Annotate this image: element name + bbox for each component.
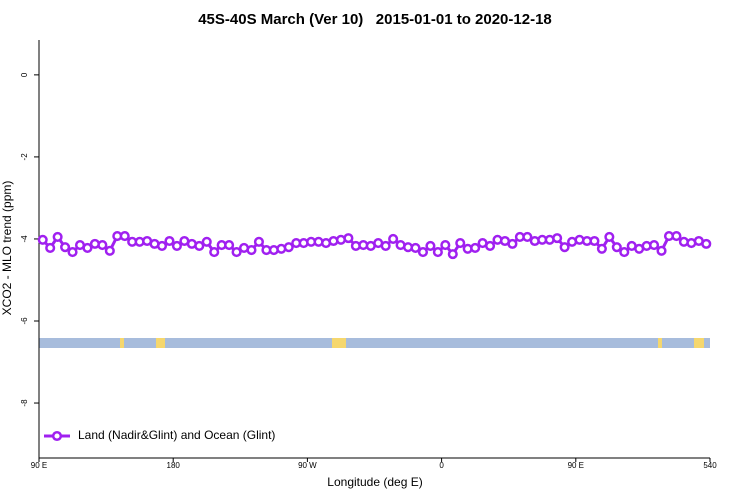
point	[455, 238, 466, 249]
x-tick-label: 540	[703, 461, 717, 470]
y-tick-label: 0	[20, 72, 29, 77]
point	[380, 240, 391, 251]
point	[432, 247, 443, 258]
point	[60, 242, 71, 253]
point	[611, 242, 622, 253]
land-band	[694, 338, 704, 348]
point	[656, 245, 667, 256]
x-tick-label: 0	[439, 461, 444, 470]
point	[253, 236, 264, 247]
x-axis-label: Longitude (deg E)	[327, 475, 422, 489]
point	[701, 238, 712, 249]
point	[283, 242, 294, 253]
legend-marker	[51, 430, 63, 442]
y-tick-label: -6	[20, 317, 29, 325]
y-tick-label: -8	[20, 399, 29, 407]
point	[37, 234, 48, 245]
point	[522, 231, 533, 242]
point	[231, 247, 242, 258]
point	[224, 240, 235, 251]
point	[470, 242, 481, 254]
point	[201, 236, 212, 247]
point	[559, 242, 570, 253]
point	[410, 242, 421, 254]
point	[649, 240, 660, 251]
ocean-band	[39, 338, 710, 348]
point	[45, 242, 56, 254]
land-band	[156, 338, 165, 348]
point	[440, 240, 451, 251]
point	[619, 247, 630, 258]
point	[52, 231, 63, 242]
point	[604, 231, 615, 242]
y-tick-label: -2	[20, 153, 29, 161]
point	[589, 235, 600, 247]
point	[507, 238, 518, 249]
land-band	[120, 338, 124, 348]
land-ocean-band	[39, 338, 710, 348]
y-tick-label: -4	[20, 235, 29, 243]
point	[194, 240, 205, 251]
point	[417, 247, 429, 258]
x-tick-label: 180	[167, 461, 181, 470]
point	[671, 231, 682, 242]
point	[552, 233, 563, 244]
point	[447, 249, 458, 260]
point	[156, 240, 168, 251]
point	[119, 231, 130, 242]
point	[425, 240, 436, 251]
land-band	[658, 338, 662, 348]
point	[82, 242, 93, 254]
y-axis-label: XCO2 - MLO trend (ppm)	[0, 181, 14, 316]
land-band	[332, 338, 346, 348]
point	[246, 244, 257, 256]
x-tick-label: 90 W	[298, 461, 317, 470]
legend-label: Land (Nadir&Glint) and Ocean (Glint)	[78, 428, 275, 442]
point	[104, 245, 115, 256]
point	[485, 240, 496, 251]
point	[388, 233, 399, 244]
point	[343, 233, 354, 244]
point	[67, 247, 78, 258]
x-tick-label: 90 E	[568, 461, 584, 470]
point	[164, 235, 175, 247]
chart-title: 45S-40S March (Ver 10) 2015-01-01 to 202…	[198, 11, 552, 28]
point	[97, 240, 108, 251]
point	[171, 240, 182, 251]
point	[596, 243, 607, 254]
x-tick-label: 90 E	[31, 461, 47, 470]
point	[209, 247, 220, 258]
